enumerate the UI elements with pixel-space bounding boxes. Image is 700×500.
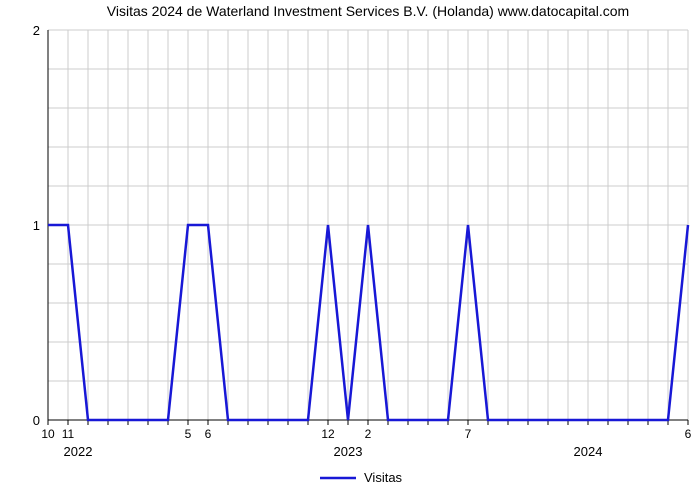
chart-container: Visitas 2024 de Waterland Investment Ser…: [0, 0, 700, 500]
x-tick-label: 12: [321, 427, 335, 441]
x-tick-label: 10: [41, 427, 55, 441]
y-tick-label: 0: [33, 413, 40, 428]
y-tick-label: 1: [33, 218, 40, 233]
x-tick-label: 2: [365, 427, 372, 441]
x-tick-label: 6: [685, 427, 692, 441]
x-year-label: 2023: [334, 444, 363, 459]
x-tick-label: 11: [62, 427, 75, 441]
x-tick-label: 7: [465, 427, 472, 441]
x-year-label: 2022: [64, 444, 93, 459]
chart-title: Visitas 2024 de Waterland Investment Ser…: [107, 3, 629, 19]
x-tick-label: 6: [205, 427, 212, 441]
x-tick-label: 5: [185, 427, 192, 441]
x-year-label: 2024: [574, 444, 603, 459]
line-chart: Visitas 2024 de Waterland Investment Ser…: [0, 0, 700, 500]
y-tick-label: 2: [33, 23, 40, 38]
legend-label: Visitas: [364, 470, 403, 485]
